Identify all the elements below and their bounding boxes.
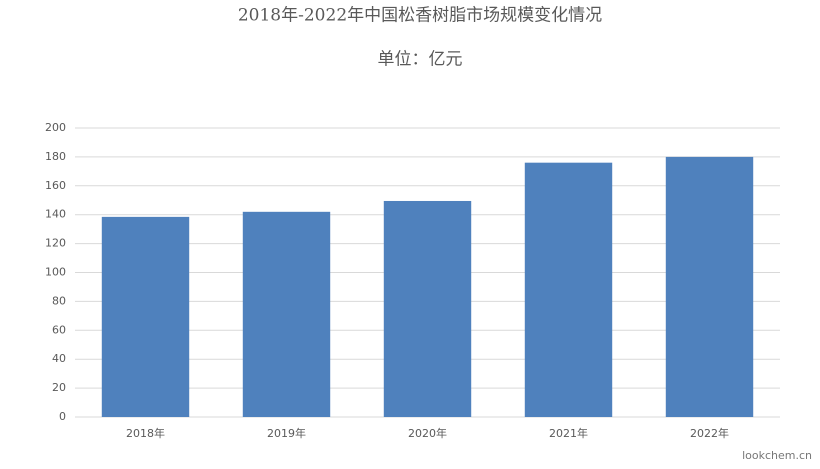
y-tick-label: 200	[45, 121, 66, 134]
bar	[524, 162, 613, 417]
x-tick-label: 2019年	[267, 426, 306, 440]
y-tick-label: 0	[59, 410, 66, 423]
y-tick-label: 80	[52, 294, 66, 307]
chart-title: 2018年-2022年中国松香树脂市场规模变化情况	[238, 6, 602, 26]
y-tick-label: 60	[52, 323, 66, 336]
x-tick-label: 2020年	[408, 426, 447, 440]
y-tick-label: 40	[52, 352, 66, 365]
watermark: lookchem.cn	[742, 449, 812, 462]
bar	[665, 156, 754, 417]
y-tick-label: 100	[45, 266, 66, 279]
y-tick-label: 120	[45, 237, 66, 250]
bar	[383, 200, 472, 417]
y-tick-label: 140	[45, 208, 66, 221]
x-tick-label: 2021年	[549, 426, 588, 440]
bar	[101, 216, 190, 417]
chart-subtitle: 单位：亿元	[378, 50, 463, 70]
y-tick-label: 20	[52, 381, 66, 394]
bar	[242, 211, 331, 417]
y-tick-label: 160	[45, 179, 66, 192]
x-tick-label: 2018年	[126, 426, 165, 440]
x-tick-label: 2022年	[690, 426, 729, 440]
y-tick-label: 180	[45, 150, 66, 163]
